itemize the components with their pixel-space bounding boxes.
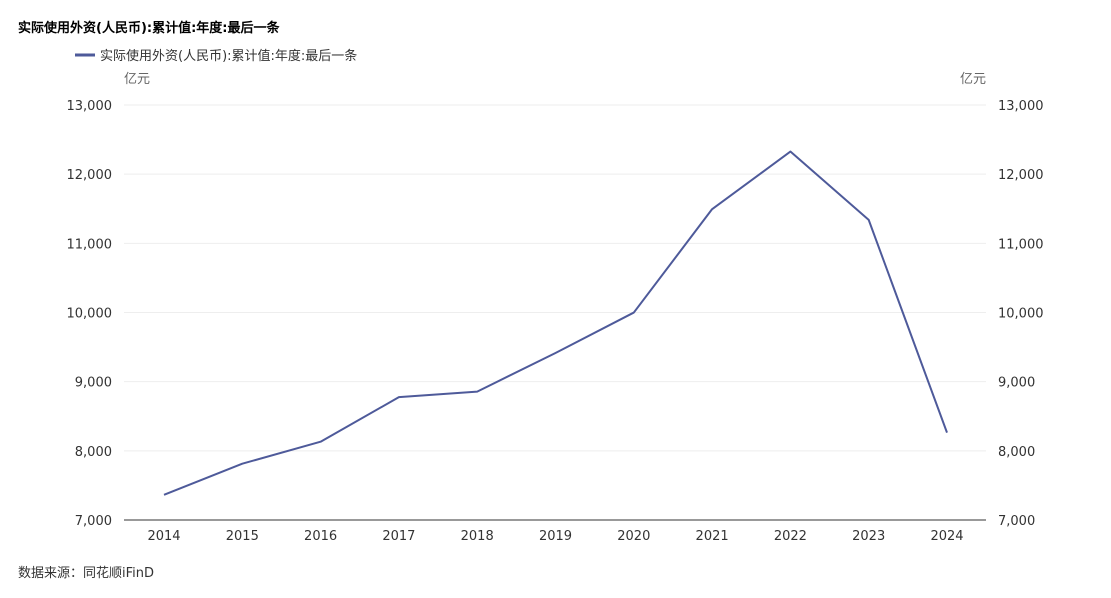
- x-tick-label: 2020: [617, 529, 650, 544]
- legend[interactable]: 实际使用外资(人民币):累计值:年度:最后一条: [75, 48, 357, 64]
- gridlines: [124, 104, 986, 452]
- y-tick-label-left: 7,000: [75, 514, 112, 529]
- x-tick-label: 2019: [539, 529, 572, 544]
- y-tick-label-right: 11,000: [998, 237, 1044, 252]
- x-tick-label: 2021: [696, 529, 729, 544]
- y-tick-label-left: 13,000: [67, 99, 113, 114]
- x-tick-label: 2017: [382, 529, 415, 544]
- series-layer: [163, 150, 948, 496]
- x-tick-label: 2015: [226, 529, 259, 544]
- data-source: 数据来源：同花顺iFinD: [18, 565, 154, 581]
- y-tick-label-right: 8,000: [998, 445, 1035, 460]
- y-tick-label-right: 7,000: [998, 514, 1035, 529]
- x-axis: 2014 2015 2016 2017 2018 2019 2020 2021 2022 2023…: [124, 519, 986, 544]
- y-tick-label-left: 8,000: [75, 445, 112, 460]
- y-tick-label-right: 13,000: [998, 99, 1044, 114]
- y-tick-label-left: 9,000: [75, 376, 112, 391]
- y-tick-label-left: 12,000: [67, 168, 113, 183]
- y-tick-label-right: 12,000: [998, 168, 1044, 183]
- y-tick-label-left: 10,000: [67, 307, 113, 322]
- x-tick-label: 2024: [930, 529, 963, 544]
- x-tick-label: 2022: [774, 529, 807, 544]
- x-tick-label: 2018: [461, 529, 494, 544]
- y-axis-unit-left: 亿元: [124, 72, 150, 87]
- x-tick-label: 2016: [304, 529, 337, 544]
- series-line[interactable]: [163, 150, 948, 496]
- y-axis-left: 7,000 8,000 9,000 10,000 11,000 12,000 13,000: [67, 99, 113, 529]
- x-tick-label: 2014: [147, 529, 180, 544]
- y-tick-label-right: 10,000: [998, 307, 1044, 322]
- y-axis-right: 7,000 8,000 9,000 10,000 11,000 12,000 13,000: [998, 99, 1044, 529]
- y-tick-label-left: 11,000: [67, 237, 113, 252]
- chart-title: 实际使用外资(人民币):累计值:年度:最后一条: [18, 20, 280, 36]
- y-tick-label-right: 9,000: [998, 376, 1035, 391]
- y-axis-unit-right: 亿元: [960, 72, 986, 87]
- legend-label: 实际使用外资(人民币):累计值:年度:最后一条: [100, 48, 357, 64]
- x-tick-label: 2023: [852, 529, 885, 544]
